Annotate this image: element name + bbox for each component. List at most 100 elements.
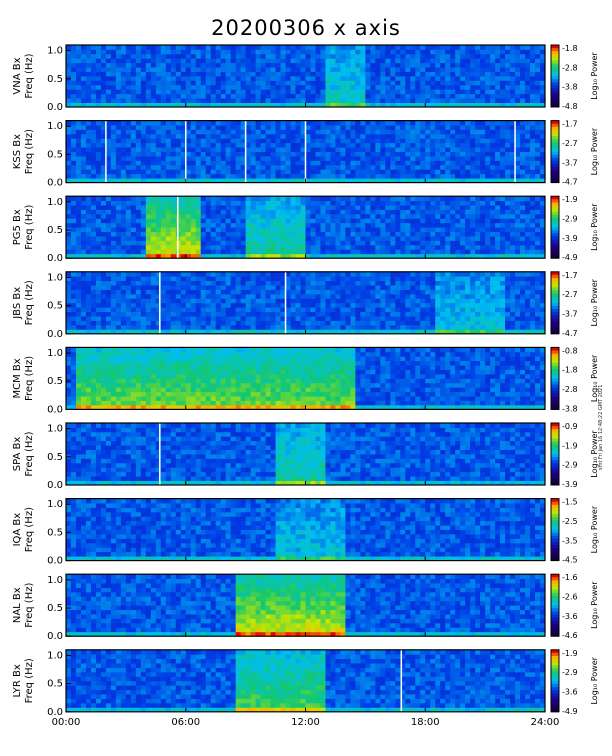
spectrogram-cell [520,169,526,175]
spectrogram-cell [475,142,481,148]
spectrogram-cell [315,84,321,90]
spectrogram-cell [85,80,92,86]
spectrogram-cell [160,249,167,255]
spectrogram-cell [365,84,371,90]
spectrogram-cell [240,298,247,304]
spectrogram-cell [395,200,401,206]
spectrogram-cell [280,213,286,219]
spectrogram-cell [220,307,227,313]
spectrogram-cell [490,249,496,255]
spectrogram-cell [140,271,147,277]
spectrogram-cell [375,80,381,86]
spectrogram-cell [405,222,411,228]
spectrogram-cell [90,173,97,179]
spectrogram-cell [355,49,361,55]
spectrogram-cell [80,236,87,241]
spectrogram-cell [200,49,207,55]
spectrogram-cell [190,156,197,161]
spectrogram-cell [230,311,237,317]
spectrogram-cell [460,129,466,135]
spectrogram-cell [70,289,77,295]
spectrogram-cell [80,156,87,161]
spectrogram-cell [310,62,316,68]
spectrogram-cell [525,253,531,259]
spectrogram-cell [355,125,361,130]
spectrogram-cell [215,98,222,103]
spectrogram-cell [420,253,426,259]
spectrogram-cell [215,173,222,179]
spectrogram-cell [265,293,271,299]
spectrogram-cell [230,164,237,170]
spectrogram-cell [270,298,276,304]
spectrogram-cell [66,53,72,59]
spectrogram-cell [275,93,281,99]
spectrogram-cell [120,80,127,86]
spectrogram-cell [360,329,366,335]
spectrogram-cell [66,244,72,250]
spectrogram-cell [390,84,396,90]
spectrogram-cell [415,160,421,166]
spectrogram-cell [240,62,247,68]
spectrogram-cell [130,178,137,183]
spectrogram-cell [90,200,97,206]
spectrogram-cell [90,311,97,317]
spectrogram-cell [130,320,137,326]
spectrogram-cell [185,285,192,290]
spectrogram-cell [330,76,336,81]
spectrogram-cell [365,67,371,72]
spectrogram-cell [255,280,261,286]
spectrogram-cell [370,156,376,161]
spectrogram-cell [480,222,486,228]
spectrogram-cell [245,249,252,255]
spectrogram-cell [205,89,212,95]
spectrogram-cell [470,62,476,68]
spectrogram-cell [210,213,217,219]
spectrogram-cell [120,164,127,170]
spectrogram-cell [335,253,341,259]
spectrogram-cell [500,49,506,55]
spectrogram-cell [295,320,301,326]
spectrogram-cell [480,80,486,86]
spectrogram-cell [170,231,177,237]
y-tick-label: 0.0 [47,253,63,264]
spectrogram-cell [270,125,276,130]
spectrogram-cell [250,253,256,259]
spectrogram-cell [285,142,291,148]
spectrogram-cell [120,93,127,99]
spectrogram-cell [350,196,356,202]
spectrogram-cell [410,222,416,228]
spectrogram-cell [70,316,77,321]
spectrogram-cell [160,142,167,148]
spectrogram-cell [305,231,311,237]
spectrogram-cell [170,62,177,68]
spectrogram-cell [120,253,127,259]
spectrogram-cell [80,227,87,233]
spectrogram-cell [215,133,222,139]
spectrogram-cell [170,71,177,77]
spectrogram-cell [410,84,416,90]
spectrogram-cell [345,62,351,68]
spectrogram-cell [520,160,526,166]
spectrogram-cell [375,160,381,166]
spectrogram-cell [130,302,137,308]
spectrogram-cell [340,125,346,130]
spectrogram-cell [345,89,351,95]
spectrogram-cell [335,102,341,108]
spectrogram-cell [395,53,401,59]
spectrogram-cell [470,120,476,126]
spectrogram-cell [185,227,192,233]
spectrogram-cell [70,120,77,126]
spectrogram-cell [180,125,187,130]
spectrogram-cell [510,49,516,55]
spectrogram-cell [515,209,521,215]
spectrogram-cell [540,58,546,64]
spectrogram-cell [315,280,321,286]
spectrogram-cell [75,45,82,50]
spectrogram-cell [425,80,431,86]
spectrogram-cell [180,307,187,313]
spectrogram-cell [185,231,192,237]
spectrogram-cell [515,205,521,210]
spectrogram-cell [295,142,301,148]
spectrogram-cell [85,89,92,95]
spectrogram-cell [370,53,376,59]
